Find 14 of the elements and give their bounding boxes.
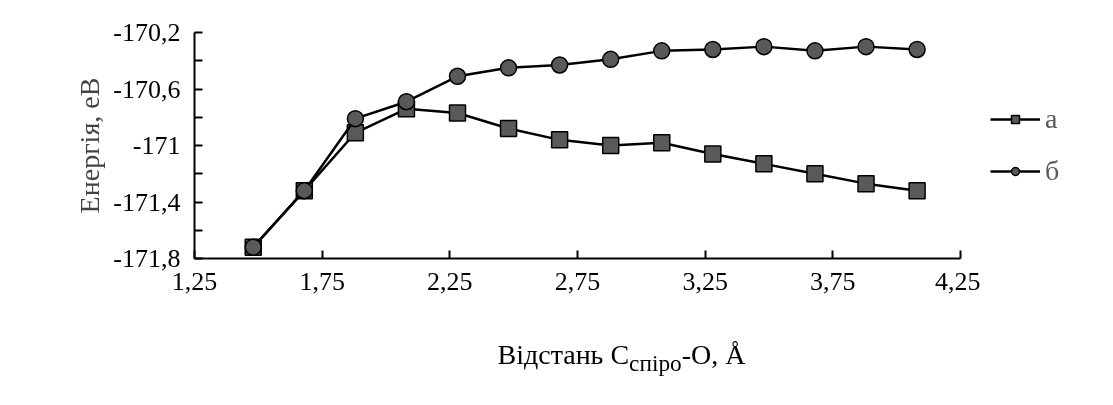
legend-label: а [1045,103,1058,135]
y-tick-label: -170,6 [113,74,181,104]
y-axis-title: Енергія, еВ [74,77,106,214]
x-axis-title: Відстань C$_{спіро}$-O, Å [497,338,746,378]
x-tick-label: 1,75 [299,266,345,296]
y-tick-label: -171 [132,131,181,160]
x-tick-label: 4,25 [935,266,981,296]
x-tick-label: 3,75 [810,266,856,296]
legend-label: б [1045,155,1060,187]
y-tick-label: -171,4 [113,187,181,217]
x-tick-label: 2,75 [554,266,601,296]
y-tick-label: -170,2 [113,18,181,47]
x-tick-label: 2,25 [427,266,473,296]
x-tick-label: 3,25 [682,266,728,296]
